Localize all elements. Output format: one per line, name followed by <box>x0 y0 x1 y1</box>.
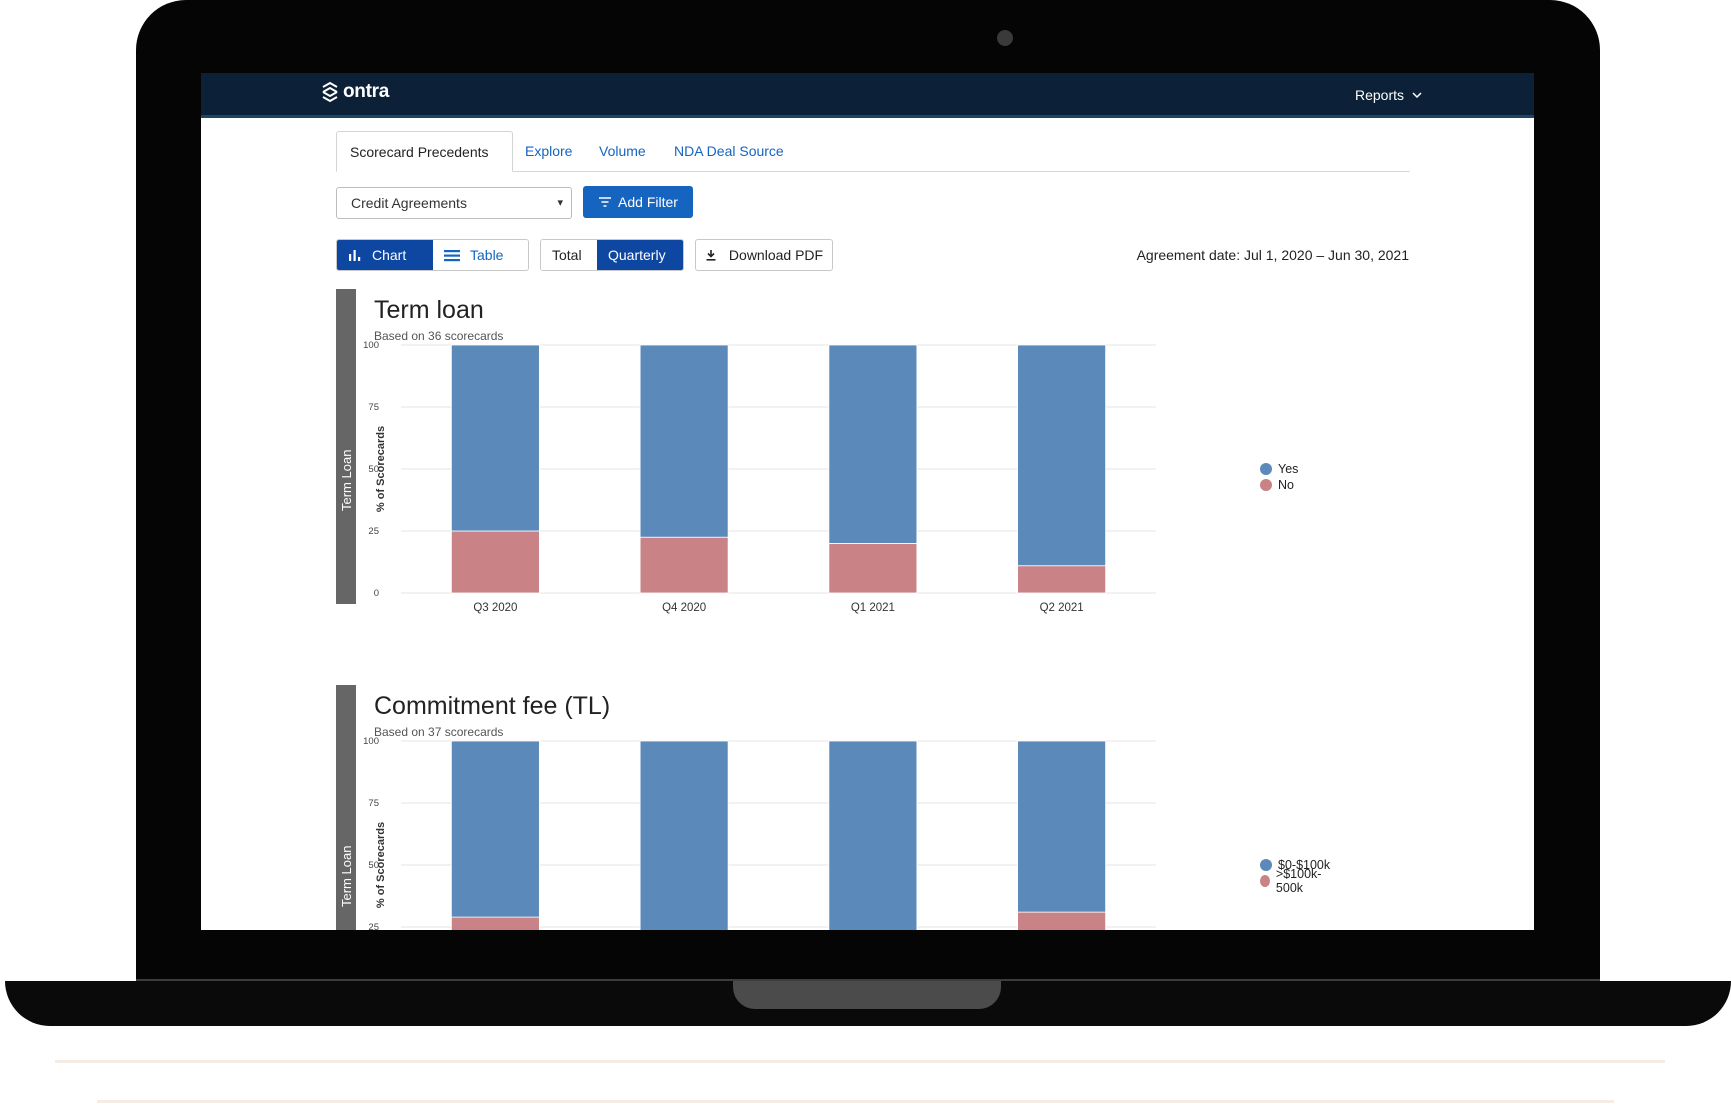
y-tick-label: 50 <box>368 464 379 475</box>
top-navbar: ontra Reports <box>201 73 1534 118</box>
legend-label: $0-$100k <box>1278 858 1331 872</box>
x-tick-label: Q3 2020 <box>473 602 517 614</box>
y-axis-label: % of Scorecards <box>375 822 387 908</box>
legend-item[interactable]: $0-$100k <box>1260 857 1336 873</box>
chevron-down-icon: ▾ <box>557 197 563 209</box>
legend-dot <box>1260 463 1272 475</box>
chart-view-label: Chart <box>372 247 407 263</box>
bar-segment-a[interactable] <box>1017 740 1107 913</box>
download-icon <box>706 250 716 261</box>
period-toggle: Total Quarterly <box>540 239 684 271</box>
agreement-type-select[interactable]: Credit Agreements ▾ <box>336 187 572 219</box>
bar-segment-a[interactable] <box>639 740 729 930</box>
legend-dot <box>1260 875 1270 887</box>
ontra-logo[interactable]: ontra <box>321 81 389 103</box>
chart-section-term-loan: Term Loan Term loan Based on 36 scorecar… <box>336 289 1336 614</box>
bar-segment-b[interactable] <box>1017 565 1107 594</box>
y-tick-label: 75 <box>368 402 379 413</box>
y-tick-label: 50 <box>368 860 379 871</box>
chart-view-button[interactable]: Chart <box>337 240 433 270</box>
x-tick-label: Q2 2021 <box>1040 602 1084 614</box>
app-screen: ontra Reports Scorecard Precedents Explo… <box>201 73 1534 930</box>
chart-title: Commitment fee (TL) <box>374 692 611 720</box>
chart-subtitle: Based on 36 scorecards <box>374 329 504 343</box>
report-tabs: Scorecard Precedents Explore Volume NDA … <box>336 131 1410 172</box>
legend-label: Yes <box>1278 462 1299 476</box>
bar-segment-a[interactable] <box>639 344 729 538</box>
list-icon <box>444 249 460 261</box>
laptop-notch <box>733 981 1001 1009</box>
bar-segment-a[interactable] <box>450 740 540 918</box>
chart-title: Term loan <box>374 296 484 324</box>
legend-label: No <box>1278 478 1294 492</box>
table-view-button[interactable]: Table <box>433 240 528 270</box>
y-tick-label: 0 <box>374 588 379 599</box>
chart-subtitle: Based on 37 scorecards <box>374 725 504 739</box>
shadow-line <box>97 1100 1614 1103</box>
bar-chart-icon <box>349 250 361 261</box>
tab-volume[interactable]: Volume <box>599 143 646 159</box>
tab-explore[interactable]: Explore <box>525 143 573 159</box>
filter-icon <box>599 197 612 207</box>
chart-legend: Yes No <box>1260 461 1298 493</box>
agreement-type-value: Credit Agreements <box>351 195 467 211</box>
bar-segment-a[interactable] <box>828 344 918 544</box>
download-pdf-label: Download PDF <box>728 247 824 263</box>
ontra-logo-icon <box>322 81 338 103</box>
section-side-bar: Term Loan <box>336 685 356 930</box>
y-tick-label: 75 <box>368 798 379 809</box>
download-pdf-button[interactable]: Download PDF <box>695 239 833 271</box>
legend-dot <box>1260 859 1272 871</box>
view-toggle: Chart Table <box>336 239 529 271</box>
agreement-date-range: Agreement date: Jul 1, 2020 – Jun 30, 20… <box>1136 247 1409 263</box>
tab-scorecard-precedents[interactable]: Scorecard Precedents <box>336 131 513 172</box>
logo-text: ontra <box>343 81 390 102</box>
total-button[interactable]: Total <box>541 240 597 270</box>
section-side-bar: Term Loan <box>336 289 356 604</box>
chart-section-commitment-fee: Term Loan Commitment fee (TL) Based on 3… <box>336 685 1336 930</box>
tab-nda-deal-source[interactable]: NDA Deal Source <box>674 143 784 159</box>
bar-segment-a[interactable] <box>1017 344 1107 567</box>
legend-label: >$100k-500k <box>1275 867 1322 895</box>
x-tick-label: Q1 2021 <box>851 602 895 614</box>
shadow-line <box>55 1060 1665 1063</box>
bar-segment-b[interactable] <box>1017 911 1107 930</box>
bar-segment-b[interactable] <box>639 536 729 594</box>
add-filter-button[interactable]: Add Filter <box>583 186 693 218</box>
camera-icon <box>997 30 1013 46</box>
bar-segment-b[interactable] <box>450 530 540 594</box>
legend-item[interactable]: Yes <box>1260 461 1298 477</box>
bar-segment-b[interactable] <box>450 916 540 930</box>
y-tick-label: 100 <box>363 736 379 747</box>
bar-segment-b[interactable] <box>828 542 918 594</box>
stacked-bar-chart: 0 25 50 75 100 % of Scorecards Q3 2020 Q4 2020 Q… <box>363 340 1156 614</box>
y-axis-label: % of Scorecards <box>375 426 387 512</box>
add-filter-label: Add Filter <box>618 194 678 210</box>
legend-dot <box>1260 479 1272 491</box>
bar-segment-a[interactable] <box>450 344 540 532</box>
chevron-down-icon <box>1412 92 1422 98</box>
reports-label: Reports <box>1354 87 1404 103</box>
x-tick-label: Q4 2020 <box>662 602 706 614</box>
y-tick-label: 25 <box>368 922 379 930</box>
y-tick-label: 100 <box>363 340 379 351</box>
table-view-label: Table <box>470 247 504 263</box>
legend-item[interactable]: >$100k-500k <box>1260 867 1336 895</box>
quarterly-button[interactable]: Quarterly <box>597 240 683 270</box>
chart-legend: $0-$100k >$100k-500k <box>1260 857 1336 895</box>
legend-item[interactable]: No <box>1260 477 1298 493</box>
y-tick-label: 25 <box>368 526 379 537</box>
reports-menu[interactable]: Reports <box>1355 87 1422 103</box>
bar-segment-a[interactable] <box>828 740 918 930</box>
